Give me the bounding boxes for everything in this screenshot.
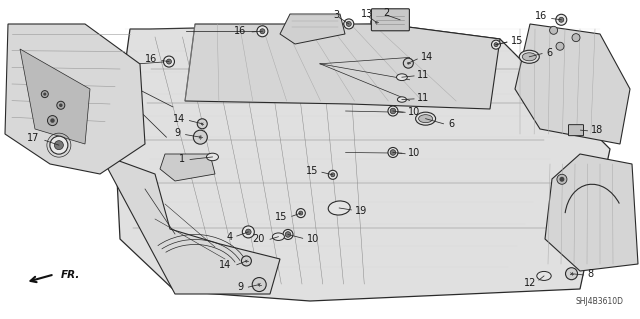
Circle shape [572, 33, 580, 42]
Text: 11: 11 [417, 93, 429, 103]
Text: 14: 14 [421, 52, 433, 62]
Text: 10: 10 [408, 148, 420, 158]
Text: 19: 19 [355, 205, 367, 216]
Text: 18: 18 [591, 125, 604, 135]
Text: 15: 15 [306, 166, 318, 176]
Text: 6: 6 [546, 48, 552, 58]
Circle shape [557, 174, 567, 184]
Text: 15: 15 [511, 36, 523, 46]
Text: 20: 20 [252, 234, 264, 244]
Text: 15: 15 [275, 212, 287, 222]
Circle shape [47, 115, 58, 126]
Circle shape [260, 29, 265, 34]
Polygon shape [515, 24, 630, 144]
Circle shape [283, 229, 293, 240]
Ellipse shape [397, 97, 406, 102]
Text: 12: 12 [524, 278, 536, 288]
Circle shape [166, 59, 172, 64]
Circle shape [371, 17, 382, 28]
Text: 16: 16 [234, 26, 246, 36]
Text: 9: 9 [174, 128, 180, 138]
Circle shape [246, 229, 251, 235]
Circle shape [328, 170, 337, 179]
Text: 2: 2 [383, 8, 389, 18]
Circle shape [556, 42, 564, 50]
Circle shape [559, 17, 564, 22]
Text: 13: 13 [360, 9, 373, 19]
Circle shape [388, 106, 398, 116]
Polygon shape [5, 24, 145, 174]
Circle shape [390, 150, 396, 155]
Text: 14: 14 [220, 260, 232, 271]
Circle shape [44, 93, 46, 96]
Text: 10: 10 [408, 107, 420, 117]
Ellipse shape [273, 233, 284, 241]
Circle shape [390, 108, 396, 114]
Circle shape [42, 91, 48, 98]
Circle shape [566, 268, 577, 280]
FancyBboxPatch shape [371, 9, 410, 31]
Text: 11: 11 [417, 70, 429, 80]
Circle shape [59, 103, 63, 107]
Text: 16: 16 [535, 11, 547, 21]
Polygon shape [100, 154, 280, 294]
Ellipse shape [519, 50, 540, 63]
FancyBboxPatch shape [568, 125, 584, 136]
Circle shape [193, 130, 207, 144]
Text: 4: 4 [226, 232, 232, 242]
Circle shape [252, 278, 266, 292]
Text: 6: 6 [448, 119, 454, 130]
Text: 3: 3 [333, 10, 339, 20]
Circle shape [559, 177, 564, 182]
Text: 17: 17 [28, 133, 40, 143]
Circle shape [197, 119, 207, 129]
Circle shape [241, 256, 252, 266]
Ellipse shape [397, 74, 407, 81]
Circle shape [54, 141, 63, 150]
Circle shape [257, 26, 268, 37]
Polygon shape [545, 154, 638, 271]
Text: 8: 8 [588, 269, 594, 279]
Circle shape [163, 56, 175, 67]
Circle shape [331, 173, 335, 177]
Circle shape [296, 209, 305, 218]
Circle shape [243, 226, 254, 238]
Circle shape [550, 26, 557, 34]
Ellipse shape [522, 53, 536, 61]
Ellipse shape [419, 115, 433, 123]
Ellipse shape [415, 112, 436, 125]
Circle shape [556, 14, 567, 25]
Circle shape [346, 21, 351, 26]
Ellipse shape [537, 271, 551, 280]
Circle shape [403, 58, 413, 68]
Circle shape [285, 232, 291, 237]
Text: SHJ4B3610D: SHJ4B3610D [576, 297, 624, 306]
Circle shape [299, 211, 303, 215]
Circle shape [388, 147, 398, 158]
Circle shape [492, 40, 500, 49]
Text: 16: 16 [145, 54, 157, 64]
Text: 9: 9 [237, 282, 243, 292]
Circle shape [50, 118, 55, 123]
Text: FR.: FR. [61, 270, 80, 280]
Polygon shape [160, 154, 215, 181]
Circle shape [344, 19, 354, 29]
Text: 10: 10 [307, 234, 319, 244]
Circle shape [57, 101, 65, 109]
Polygon shape [280, 14, 345, 44]
Circle shape [494, 43, 498, 47]
Polygon shape [115, 24, 610, 301]
Text: 1: 1 [179, 154, 185, 164]
Circle shape [50, 136, 68, 154]
Ellipse shape [328, 201, 350, 215]
Ellipse shape [207, 153, 218, 161]
Polygon shape [20, 49, 90, 144]
Text: 14: 14 [173, 114, 186, 124]
Polygon shape [185, 24, 500, 109]
